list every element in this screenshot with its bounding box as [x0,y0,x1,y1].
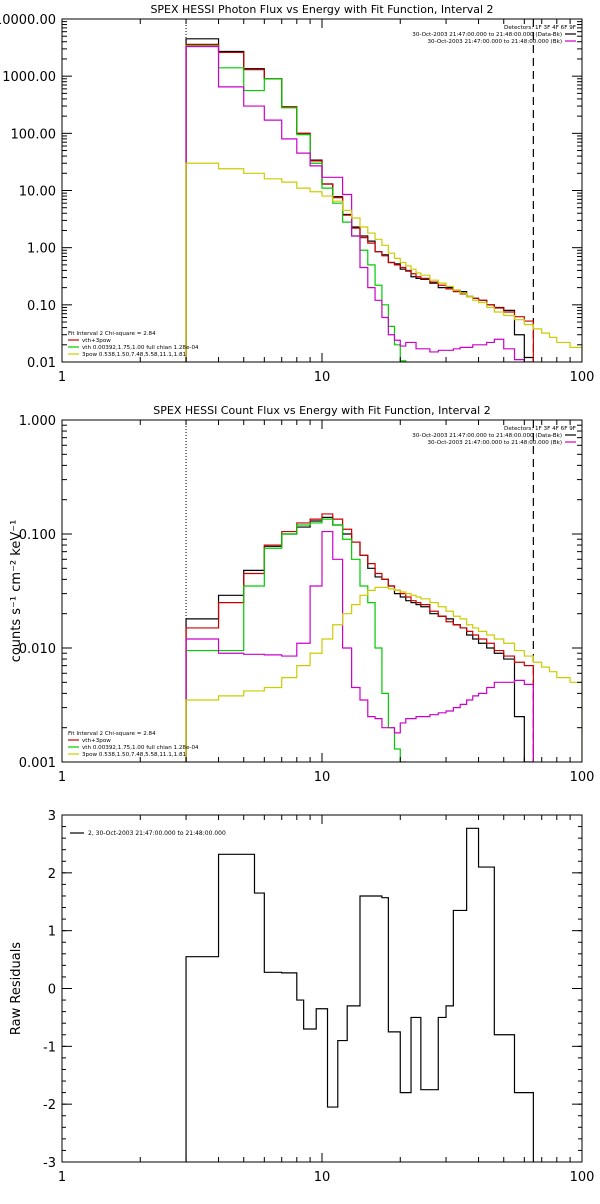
fit-info-line: Fit Interval 2 Chi-square = 2.84 [68,731,156,737]
series-line-2 [185,513,534,762]
detector-info-line: 30-Oct-2003 21:47:00.000 to 21:48:00.000… [412,32,562,38]
y-tick-label: 1.000 [19,414,56,429]
chart-panel-2: SPEX HESSI Count Flux vs Energy with Fit… [9,404,594,785]
chart-title: SPEX HESSI Photon Flux vs Energy with Fi… [150,3,493,16]
y-axis-label: counts s⁻¹ cm⁻² keV⁻¹ [9,520,24,663]
legend-label: 2, 30-Oct-2003 21:47:00.000 to 21:48:00.… [88,830,226,837]
y-tick-label: -1 [43,1040,56,1055]
y-tick-label: 0.10 [27,299,56,314]
detector-info-line: 30-Oct-2003 21:47:00.000 to 21:48:00.000… [427,440,562,446]
fit-info-line: vth 0.00392,1.75,1.00 full chian 1.28e-0… [82,345,199,351]
fit-info-line: vth+3pow [82,338,111,344]
y-tick-label: 0 [48,983,56,998]
series-line-3 [185,45,407,362]
series-line-3 [185,518,406,762]
x-tick-label: 1 [58,770,66,785]
series-line-2 [185,43,534,362]
x-tick-label: 1 [58,370,66,385]
detector-info-line: 30-Oct-2003 21:47:00.000 to 21:48:00.000… [427,39,562,45]
x-tick-label: 1 [58,1170,66,1185]
series-line-4 [185,45,534,362]
chart-panel-1: SPEX HESSI Photon Flux vs Energy with Fi… [0,3,594,385]
y-tick-label: -3 [43,1156,56,1171]
x-tick-label: 100 [570,770,595,785]
y-tick-label: 0.001 [19,756,56,771]
plot-area [185,827,534,1162]
plot-area [185,420,582,762]
x-tick-label: 10 [314,1170,331,1185]
series-line-5 [185,586,582,762]
x-tick-label: 10 [314,370,331,385]
y-tick-label: 0.01 [27,356,56,371]
detector-info-line: 30-Oct-2003 21:47:00.000 to 21:48:00.000… [412,433,562,439]
y-tick-label: 1 [48,925,56,940]
y-tick-label: 1.00 [27,242,56,257]
detector-info-line: Detectors: 1F 3F 4F 6F 9F [504,426,576,432]
y-tick-label: 1000.00 [2,70,56,85]
chart-panel-3: Raw Residuals 1 10 100 -3 -2 -1 0 1 2 3 2, 30-Oct-2… [9,809,594,1185]
y-axis-label: Raw Residuals [9,942,24,1035]
y-tick-label: 100.00 [11,127,57,142]
y-tick-label: 10.00 [19,185,56,200]
plot-frame [61,814,583,1163]
y-tick-label: 0.100 [19,528,56,543]
y-tick-label: 0.010 [19,642,56,657]
fit-info-line: Fit Interval 2 Chi-square = 2.84 [68,331,156,337]
series-line-4 [185,530,534,762]
x-tick-label: 100 [570,370,595,385]
y-tick-label: 2 [48,867,56,882]
plot-frame [61,419,583,763]
fit-info-line: 3pow 0.538,1.50,7.48,5.58,11.1,1.81 [82,752,187,758]
fit-info-line: vth 0.00392,1.75,1.00 full chian 1.28e-0… [82,745,199,751]
series-line-1 [185,827,534,1162]
series-line-5 [185,162,582,362]
x-tick-label: 10 [314,770,331,785]
chart-title: SPEX HESSI Count Flux vs Energy with Fit… [153,404,490,417]
detector-info-line: Detectors: 1F 3F 4F 6F 9F [504,25,576,31]
x-tick-label: 100 [570,1170,595,1185]
y-tick-label: 10000.00 [0,13,56,28]
y-tick-label: -2 [43,1098,56,1113]
fit-info-line: 3pow 0.538,1.50,7.48,5.58,11.1,1.81 [82,352,187,358]
fit-info-line: vth+3pow [82,738,111,744]
y-tick-label: 3 [48,809,56,824]
plot-area [185,19,582,362]
